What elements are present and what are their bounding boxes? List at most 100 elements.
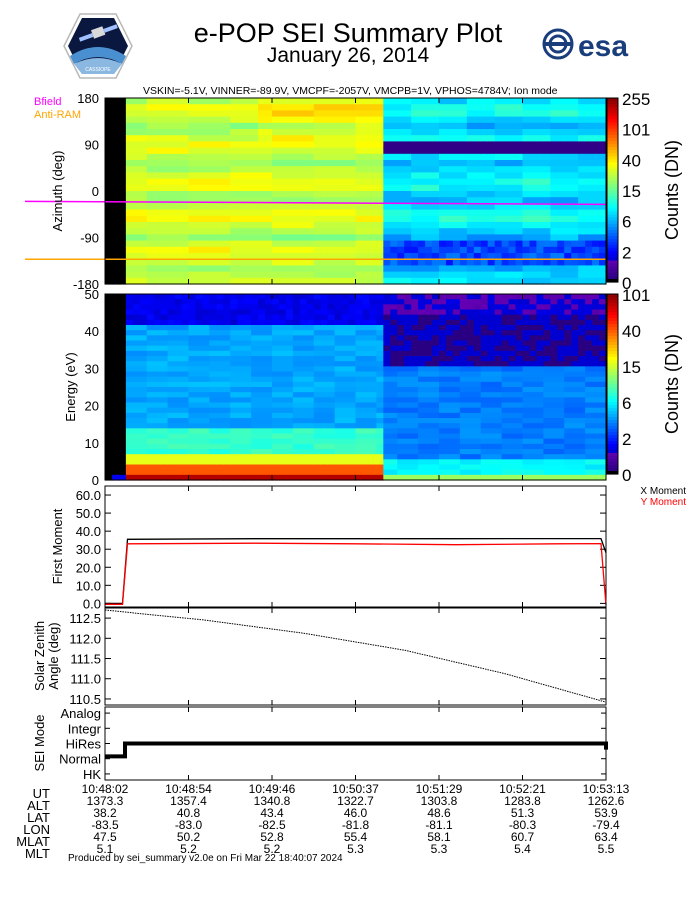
heatmap-cell [439, 443, 447, 450]
heatmap-cell [167, 309, 176, 316]
heatmap-cell [237, 122, 245, 130]
heatmap-cell [536, 147, 544, 155]
heatmap-cell [285, 178, 294, 186]
heatmap-cell [557, 184, 565, 192]
colorbar-segment [607, 327, 618, 331]
colorbar-segment [607, 110, 618, 114]
heatmap-cell [223, 361, 231, 367]
heatmap-cell [320, 147, 329, 155]
heatmap-cell [425, 172, 433, 180]
heatmap-cell [313, 153, 322, 161]
bfield-line [24, 200, 607, 206]
heatmap-cell [105, 147, 113, 155]
heatmap-cell [265, 464, 273, 471]
heatmap-cell [125, 184, 134, 192]
y-tick-label: 40 [85, 324, 99, 339]
heatmap-cell [244, 178, 252, 186]
heatmap-cell [585, 356, 593, 362]
heatmap-cell [397, 443, 405, 450]
heatmap-cell [265, 376, 273, 383]
heatmap-cell [244, 392, 252, 398]
heatmap-cell [105, 184, 113, 192]
heatmap-cell [452, 178, 461, 186]
heatmap-cell [557, 304, 565, 311]
heatmap-cell [425, 240, 433, 248]
heatmap-cell [592, 259, 600, 266]
heatmap-cell [244, 309, 252, 316]
heatmap-cell [251, 407, 259, 414]
heatmap-cell [355, 122, 364, 130]
heatmap-cell [223, 129, 231, 136]
heatmap-cell [258, 459, 266, 466]
heatmap-cell [306, 228, 315, 235]
heatmap-cell [480, 402, 489, 409]
heatmap-cell [369, 129, 377, 136]
heatmap-cell [306, 454, 315, 460]
heatmap-cell [265, 387, 273, 393]
heatmap-cell [341, 381, 350, 388]
heatmap-cell [209, 228, 217, 235]
heatmap-cell [543, 215, 551, 223]
heatmap-cell [404, 454, 412, 460]
heatmap-cell [105, 474, 113, 481]
heatmap-cell [397, 259, 405, 266]
heatmap-cell [536, 412, 544, 419]
heatmap-cell [459, 110, 468, 118]
heatmap-cell [557, 392, 565, 398]
heatmap-cell [258, 392, 266, 398]
heatmap-cell [167, 387, 176, 393]
heatmap-cell [362, 178, 371, 186]
heatmap-cell [230, 160, 238, 167]
heatmap-cell [411, 319, 419, 326]
heatmap-cell [313, 147, 322, 155]
heatmap-cell [529, 304, 538, 311]
heatmap-cell [466, 110, 475, 118]
heatmap-cell [327, 191, 336, 198]
heatmap-cell [278, 203, 287, 211]
heatmap-cell [292, 356, 301, 362]
heatmap-cell [153, 376, 162, 383]
heatmap-cell [376, 191, 384, 198]
heatmap-cell [306, 172, 315, 180]
heatmap-cell [501, 387, 510, 393]
heatmap-cell [139, 110, 148, 118]
heatmap-cell [153, 345, 162, 352]
heatmap-cell [258, 407, 266, 414]
heatmap-cell [265, 116, 273, 124]
heatmap-cell [272, 418, 280, 424]
heatmap-cell [278, 449, 287, 455]
heatmap-cell [139, 98, 148, 105]
heatmap-cell [244, 246, 252, 254]
heatmap-cell [202, 387, 210, 393]
heatmap-cell [557, 402, 565, 409]
heatmap-cell [313, 271, 322, 279]
heatmap-cell [592, 178, 600, 186]
heatmap-cell [139, 438, 148, 445]
heatmap-cell [111, 376, 120, 383]
heatmap-cell [188, 299, 197, 305]
heatmap-cell [209, 325, 217, 331]
heatmap-cell [383, 222, 391, 229]
heatmap-cell [299, 459, 308, 466]
heatmap-cell [285, 438, 294, 445]
heatmap-cell [272, 433, 280, 440]
heatmap-cell [536, 222, 544, 229]
heatmap-cell [111, 428, 120, 435]
heatmap-cell [557, 228, 565, 235]
heatmap-cell [167, 265, 176, 273]
heatmap-cell [550, 325, 558, 331]
heatmap-cell [105, 160, 113, 167]
heatmap-cell [230, 141, 238, 149]
heatmap-cell [251, 361, 259, 367]
heatmap-cell [139, 319, 148, 326]
heatmap-cell [432, 203, 440, 211]
heatmap-cell [292, 265, 301, 273]
heatmap-cell [473, 203, 482, 211]
heatmap-cell [425, 366, 433, 373]
heatmap-cell [425, 350, 433, 357]
heatmap-cell [543, 418, 551, 424]
heatmap-cell [265, 402, 273, 409]
heatmap-cell [536, 459, 544, 466]
heatmap-cell [557, 428, 565, 435]
heatmap-cell [327, 178, 336, 186]
